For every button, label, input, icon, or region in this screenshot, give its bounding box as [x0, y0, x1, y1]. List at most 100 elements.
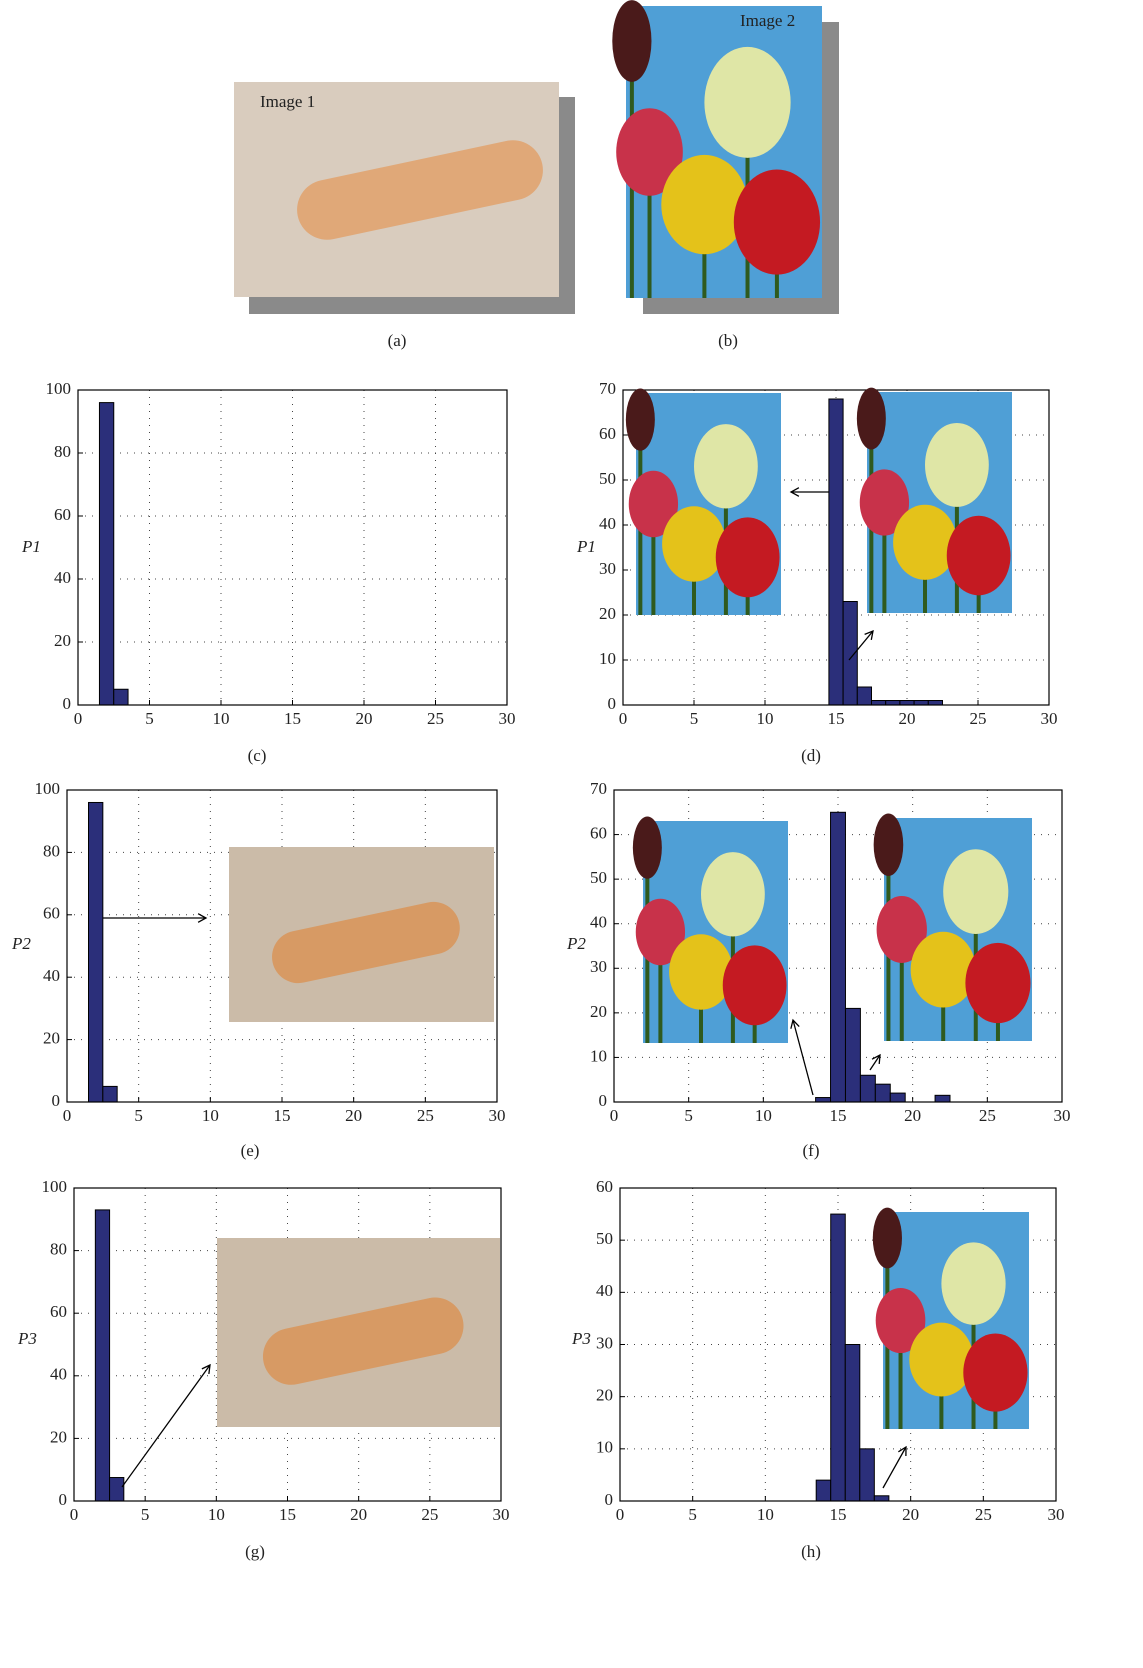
y-tick-label: 40	[596, 1281, 613, 1300]
y-tick-label: 0	[52, 1091, 61, 1110]
bar	[886, 701, 900, 706]
x-tick-label: 15	[284, 709, 301, 728]
y-tick-label: 100	[35, 779, 61, 798]
x-tick-label: 5	[145, 709, 154, 728]
x-tick-label: 5	[134, 1106, 143, 1125]
tulip	[723, 945, 787, 1025]
x-tick-label: 10	[213, 709, 230, 728]
tulip	[874, 814, 904, 876]
tulip	[669, 934, 733, 1009]
x-tick-label: 20	[899, 709, 916, 728]
y-tick-label: 40	[50, 1365, 67, 1384]
x-tick-label: 0	[616, 1505, 625, 1524]
tulip	[612, 0, 651, 82]
tulip	[909, 1323, 973, 1397]
bar	[99, 403, 113, 705]
tulip	[857, 388, 886, 450]
x-tick-label: 5	[690, 709, 699, 728]
y-tick-label: 60	[590, 823, 607, 842]
tulip	[925, 423, 989, 507]
bar	[935, 1095, 950, 1102]
tulip	[893, 505, 957, 580]
x-tick-label: 30	[1048, 1505, 1065, 1524]
tulip	[626, 389, 655, 451]
tulip-picture	[626, 389, 781, 615]
x-tick-label: 25	[427, 709, 444, 728]
bar	[928, 701, 942, 706]
bar	[860, 1449, 875, 1501]
y-tick-label: 20	[50, 1427, 67, 1446]
caption: (d)	[801, 746, 821, 765]
x-tick-label: 30	[499, 709, 516, 728]
tulip-picture	[873, 1208, 1029, 1429]
x-tick-label: 25	[975, 1505, 992, 1524]
y-tick-label: 40	[590, 913, 607, 932]
bar	[114, 689, 128, 705]
x-tick-label: 30	[489, 1106, 506, 1125]
bar	[845, 1008, 860, 1102]
y-tick-label: 10	[596, 1438, 613, 1457]
y-tick-label: 40	[43, 966, 60, 985]
x-tick-label: 20	[345, 1106, 362, 1125]
y-tick-label: 40	[599, 514, 616, 533]
y-tick-label: 30	[590, 957, 607, 976]
y-tick-label: 60	[596, 1177, 613, 1196]
x-tick-label: 20	[904, 1106, 921, 1125]
y-tick-label: 0	[605, 1490, 614, 1509]
x-tick-label: 10	[208, 1505, 225, 1524]
bandage-picture	[217, 1238, 500, 1427]
caption: (f)	[803, 1141, 820, 1160]
y-tick-label: 80	[43, 841, 60, 860]
caption: (c)	[248, 746, 267, 765]
tulip-picture	[612, 0, 822, 298]
bar	[900, 701, 914, 706]
bar	[89, 802, 103, 1102]
y-tick-label: 70	[590, 779, 607, 798]
y-axis-label: P2	[11, 934, 31, 953]
tulip	[734, 170, 820, 275]
tulip	[633, 817, 662, 879]
bar	[872, 701, 886, 706]
bar	[95, 1210, 109, 1501]
x-tick-label: 20	[902, 1505, 919, 1524]
bar	[103, 1086, 117, 1102]
x-tick-label: 15	[828, 709, 845, 728]
image-label: Image 1	[260, 92, 315, 111]
tulip	[716, 517, 780, 597]
caption: (b)	[718, 331, 738, 350]
y-tick-label: 100	[46, 379, 72, 398]
x-tick-label: 30	[1054, 1106, 1071, 1125]
tulip	[941, 1242, 1005, 1324]
caption: (e)	[241, 1141, 260, 1160]
x-tick-label: 5	[141, 1505, 150, 1524]
tulip	[873, 1208, 902, 1269]
x-tick-label: 10	[202, 1106, 219, 1125]
bar	[845, 1345, 860, 1502]
y-tick-label: 40	[54, 568, 71, 587]
y-tick-label: 60	[54, 505, 71, 524]
image-label: Image 2	[740, 11, 795, 30]
tulip	[704, 47, 790, 158]
caption: (h)	[801, 1542, 821, 1561]
y-axis-label: P1	[21, 537, 41, 556]
y-tick-label: 0	[63, 694, 72, 713]
caption: (a)	[388, 331, 407, 350]
bar	[875, 1084, 890, 1102]
x-tick-label: 15	[279, 1505, 296, 1524]
tulip	[662, 506, 726, 581]
y-tick-label: 10	[590, 1046, 607, 1065]
x-tick-label: 10	[757, 1505, 774, 1524]
tulip	[943, 849, 1008, 934]
caption: (g)	[245, 1542, 265, 1561]
x-tick-label: 0	[63, 1106, 72, 1125]
y-tick-label: 50	[596, 1229, 613, 1248]
x-tick-label: 25	[417, 1106, 434, 1125]
x-tick-label: 25	[979, 1106, 996, 1125]
x-tick-label: 0	[619, 709, 628, 728]
plot-area	[78, 390, 507, 705]
bar	[831, 1214, 846, 1501]
bar	[110, 1478, 124, 1501]
bar	[914, 701, 928, 706]
tulip	[911, 932, 976, 1008]
y-tick-label: 50	[599, 469, 616, 488]
